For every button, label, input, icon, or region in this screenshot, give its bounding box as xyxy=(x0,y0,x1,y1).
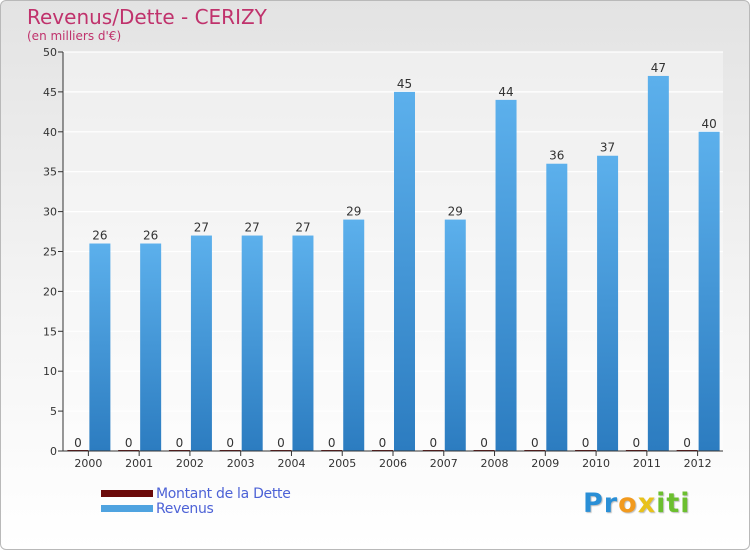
data-label-revenue: 27 xyxy=(194,221,209,235)
y-tick-label: 0 xyxy=(50,445,57,458)
y-tick-label: 15 xyxy=(43,325,57,338)
x-tick-label: 2003 xyxy=(227,457,255,470)
data-label-revenue: 27 xyxy=(295,221,310,235)
y-tick-label: 40 xyxy=(43,126,57,139)
logo-letter: x xyxy=(637,488,657,519)
data-label-revenue: 40 xyxy=(701,117,716,131)
bar-revenue xyxy=(241,235,263,451)
data-label-revenue: 47 xyxy=(651,61,666,75)
x-tick-label: 2010 xyxy=(582,457,610,470)
data-label-revenue: 45 xyxy=(397,77,412,91)
legend-swatch-debt xyxy=(101,490,153,497)
x-tick-label: 2005 xyxy=(328,457,356,470)
bar-revenue xyxy=(190,235,212,451)
proxiti-logo: Proxiti xyxy=(583,488,691,519)
data-label-debt: 0 xyxy=(582,436,590,450)
data-label-revenue: 26 xyxy=(92,229,107,243)
data-label-revenue: 27 xyxy=(245,221,260,235)
bar-revenue xyxy=(292,235,314,451)
x-tick-label: 2006 xyxy=(379,457,407,470)
x-tick-label: 2012 xyxy=(684,457,712,470)
bar-revenue xyxy=(597,155,619,452)
data-label-revenue: 29 xyxy=(448,205,463,219)
legend-swatch-revenue xyxy=(101,505,153,512)
data-label-debt: 0 xyxy=(277,436,285,450)
bar-revenue xyxy=(89,243,111,451)
y-tick-label: 5 xyxy=(50,405,57,418)
data-label-debt: 0 xyxy=(480,436,488,450)
bar-revenue xyxy=(647,75,669,451)
x-tick-label: 2011 xyxy=(633,457,661,470)
y-tick-label: 50 xyxy=(43,46,57,59)
data-label-debt: 0 xyxy=(226,436,234,450)
bar-revenue xyxy=(444,219,466,451)
x-tick-label: 2000 xyxy=(74,457,102,470)
logo-letter: i xyxy=(656,488,667,519)
logo-letter: o xyxy=(618,488,638,519)
x-tick-label: 2004 xyxy=(277,457,305,470)
data-label-debt: 0 xyxy=(429,436,437,450)
bar-revenue xyxy=(343,219,365,451)
data-label-revenue: 29 xyxy=(346,205,361,219)
chart-title: Revenus/Dette - CERIZY xyxy=(27,5,267,29)
bar-revenue xyxy=(546,163,568,451)
data-label-debt: 0 xyxy=(74,436,82,450)
y-tick-label: 20 xyxy=(43,285,57,298)
data-label-debt: 0 xyxy=(633,436,641,450)
data-label-revenue: 26 xyxy=(143,229,158,243)
data-label-debt: 0 xyxy=(379,436,387,450)
y-tick-label: 10 xyxy=(43,365,57,378)
data-label-debt: 0 xyxy=(683,436,691,450)
bar-revenue xyxy=(698,131,720,452)
data-label-debt: 0 xyxy=(328,436,336,450)
bar-revenue xyxy=(495,99,517,451)
x-tick-label: 2001 xyxy=(125,457,153,470)
data-label-debt: 0 xyxy=(125,436,133,450)
logo-letter: t xyxy=(666,488,681,519)
data-label-revenue: 37 xyxy=(600,141,615,155)
data-label-revenue: 36 xyxy=(549,149,564,163)
bar-revenue xyxy=(394,91,415,452)
data-label-debt: 0 xyxy=(176,436,184,450)
y-tick-label: 45 xyxy=(43,86,57,99)
bar-revenue xyxy=(140,243,162,451)
legend-label-debt: Montant de la Dette xyxy=(156,486,291,502)
legend-label-revenue: Revenus xyxy=(156,501,214,517)
data-label-revenue: 44 xyxy=(498,85,513,99)
logo-letter: r xyxy=(603,488,619,519)
logo-letter: P xyxy=(583,488,604,519)
y-tick-label: 30 xyxy=(43,206,57,219)
x-tick-label: 2002 xyxy=(176,457,204,470)
y-tick-label: 35 xyxy=(43,166,57,179)
x-tick-label: 2007 xyxy=(430,457,458,470)
x-tick-label: 2009 xyxy=(531,457,559,470)
x-tick-label: 2008 xyxy=(481,457,509,470)
chart-subtitle: (en milliers d'€) xyxy=(27,29,122,43)
data-label-debt: 0 xyxy=(531,436,539,450)
logo-letter: i xyxy=(680,488,691,519)
y-tick-label: 25 xyxy=(43,246,57,259)
